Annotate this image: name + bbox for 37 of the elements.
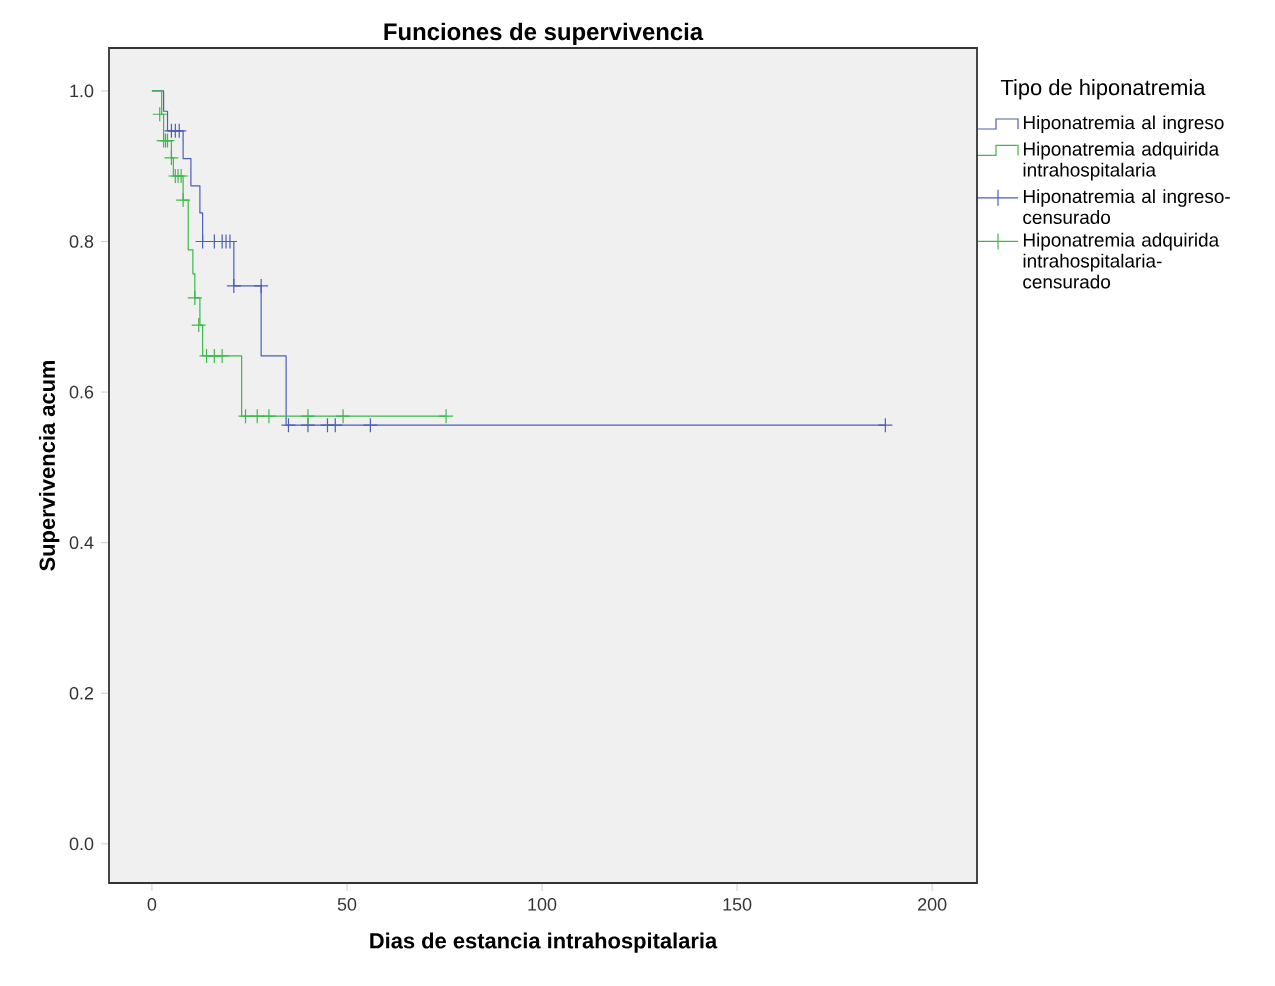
x-tick-label: 150 xyxy=(723,898,752,911)
point xyxy=(280,417,297,433)
x-tick-label: 100 xyxy=(528,898,557,911)
point xyxy=(438,408,454,424)
point xyxy=(163,150,180,166)
x-tick-label: 0 xyxy=(147,898,157,911)
point xyxy=(327,417,343,433)
point xyxy=(877,417,893,433)
y-tick-label: 0.4 xyxy=(69,536,94,550)
point xyxy=(187,290,203,306)
point xyxy=(191,317,207,333)
point xyxy=(214,348,230,364)
y-tick-label: 0.0 xyxy=(69,837,94,851)
point xyxy=(253,278,269,294)
point xyxy=(335,408,351,424)
point xyxy=(226,278,242,294)
point xyxy=(300,408,316,424)
point xyxy=(152,106,168,122)
y-tick-label: 0.6 xyxy=(69,385,94,399)
x-tick-label: 200 xyxy=(918,898,947,911)
y-axis-title: Supervivencia acum xyxy=(38,360,60,571)
y-tick-label: 1.0 xyxy=(70,84,94,98)
legend-label: Hiponatremia adquirida intrahospitalaria xyxy=(1023,141,1220,181)
point xyxy=(175,192,191,208)
point xyxy=(171,123,187,139)
legend-label: Hiponatremia adquirida intrahospitalaria-censurado xyxy=(1023,232,1220,289)
legend-label: Hiponatremia al ingreso-censurado xyxy=(1023,189,1230,225)
point xyxy=(261,408,277,424)
point xyxy=(249,408,265,424)
x-axis-title: Dias de estancia intrahospitalaria xyxy=(370,932,718,953)
y-tick-label: 0.2 xyxy=(69,686,94,700)
legend-label: Hiponatremia al ingreso xyxy=(1023,115,1224,134)
chart-title: Funciones de supervivencia xyxy=(384,22,704,45)
x-tick-label: 50 xyxy=(337,898,357,911)
y-tick-label: 0.8 xyxy=(69,235,94,248)
point xyxy=(362,417,378,433)
legend-title: Tipo de hiponatremia xyxy=(1000,79,1206,100)
